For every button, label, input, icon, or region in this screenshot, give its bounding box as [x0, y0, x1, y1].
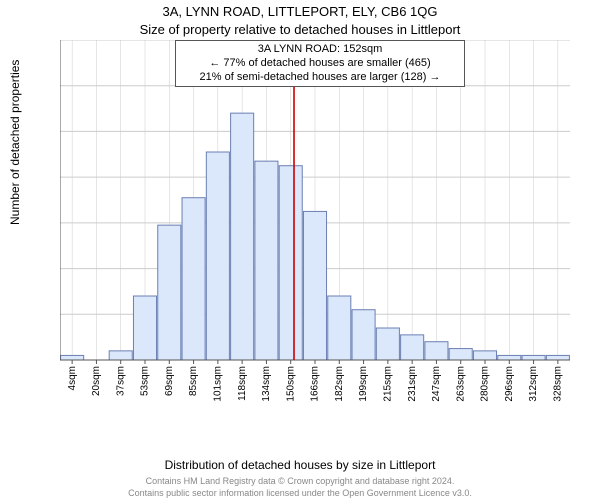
annotation-line-2: ← 77% of detached houses are smaller (46… — [180, 57, 460, 71]
svg-text:312sqm: 312sqm — [528, 366, 539, 402]
svg-text:166sqm: 166sqm — [310, 366, 321, 402]
x-axis-label: Distribution of detached houses by size … — [0, 458, 600, 472]
bar — [352, 310, 375, 360]
svg-text:263sqm: 263sqm — [455, 366, 466, 402]
svg-text:182sqm: 182sqm — [334, 366, 345, 402]
bar — [231, 113, 254, 360]
bar — [376, 328, 399, 360]
svg-text:215sqm: 215sqm — [382, 366, 393, 402]
bar — [522, 355, 545, 360]
bar — [473, 351, 496, 360]
chart-title-sub: Size of property relative to detached ho… — [0, 22, 600, 37]
bar — [158, 225, 181, 360]
bar — [425, 342, 448, 360]
chart-svg: 0204060801001201404sqm20sqm37sqm53sqm69s… — [60, 40, 570, 410]
svg-text:69sqm: 69sqm — [164, 366, 175, 396]
bar — [498, 355, 521, 360]
annotation-line-1: 3A LYNN ROAD: 152sqm — [180, 43, 460, 57]
svg-text:101sqm: 101sqm — [212, 366, 223, 402]
footer-line-2: Contains public sector information licen… — [0, 488, 600, 498]
svg-text:231sqm: 231sqm — [407, 366, 418, 402]
svg-text:328sqm: 328sqm — [552, 366, 563, 402]
bar — [182, 198, 205, 360]
bar — [328, 296, 351, 360]
svg-text:4sqm: 4sqm — [67, 366, 78, 390]
svg-text:20sqm: 20sqm — [91, 366, 102, 396]
bar — [61, 355, 84, 360]
footer-line-1: Contains HM Land Registry data © Crown c… — [0, 476, 600, 486]
svg-text:150sqm: 150sqm — [285, 366, 296, 402]
svg-text:199sqm: 199sqm — [358, 366, 369, 402]
chart-container: 3A, LYNN ROAD, LITTLEPORT, ELY, CB6 1QG … — [0, 0, 600, 500]
svg-text:53sqm: 53sqm — [140, 366, 151, 396]
chart-title-main: 3A, LYNN ROAD, LITTLEPORT, ELY, CB6 1QG — [0, 4, 600, 19]
svg-text:296sqm: 296sqm — [504, 366, 515, 402]
bar — [133, 296, 156, 360]
annotation-line-3: 21% of semi-detached houses are larger (… — [180, 71, 460, 85]
svg-text:37sqm: 37sqm — [115, 366, 126, 396]
svg-text:134sqm: 134sqm — [261, 366, 272, 402]
plot-area: 0204060801001201404sqm20sqm37sqm53sqm69s… — [60, 40, 570, 410]
bar — [303, 211, 326, 360]
svg-text:85sqm: 85sqm — [188, 366, 199, 396]
svg-text:118sqm: 118sqm — [237, 366, 248, 401]
bar — [255, 161, 278, 360]
annotation-box: 3A LYNN ROAD: 152sqm ← 77% of detached h… — [175, 40, 465, 87]
bar — [449, 349, 472, 360]
svg-text:247sqm: 247sqm — [431, 366, 442, 402]
bar — [401, 335, 424, 360]
svg-text:280sqm: 280sqm — [480, 366, 491, 402]
bar — [546, 355, 569, 360]
y-axis-label: Number of detached properties — [8, 60, 22, 225]
bar — [206, 152, 229, 360]
bar — [109, 351, 132, 360]
bar — [279, 166, 302, 360]
